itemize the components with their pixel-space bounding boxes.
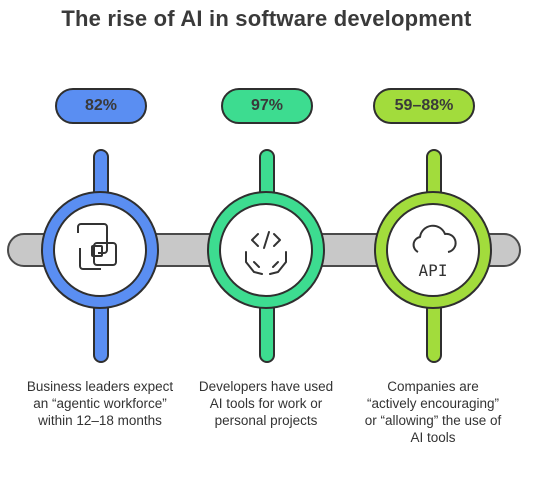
stat-3-value: 59–88% [394, 97, 454, 114]
stat-2-circle-inner [219, 203, 313, 297]
stat-1-pill [55, 88, 147, 124]
stat-column-1 [41, 88, 159, 363]
page-title: The rise of AI in software development [61, 6, 472, 31]
cloud-api-icon [412, 224, 457, 253]
stat-3-pill [373, 88, 475, 124]
stat-1-value: 82% [84, 97, 118, 114]
cloud-api-icon-label: API [419, 261, 448, 280]
stat-2-pill [221, 88, 313, 124]
stat-2-value: 97% [250, 97, 284, 114]
stat-3-circle-inner [386, 203, 480, 297]
stat-2-description: Developers have used AI tools for work o… [198, 379, 334, 428]
stat-3-description: Companies are “actively encouraging” or … [364, 379, 502, 445]
duplicate-squares-icon [77, 223, 117, 270]
stat-column-2 [207, 88, 325, 363]
stat-1-description: Business leaders expect an “agentic work… [26, 379, 174, 428]
code-hands-icon [245, 231, 287, 275]
stat-column-3: API [373, 88, 492, 363]
stat-1-circle-inner [53, 203, 147, 297]
